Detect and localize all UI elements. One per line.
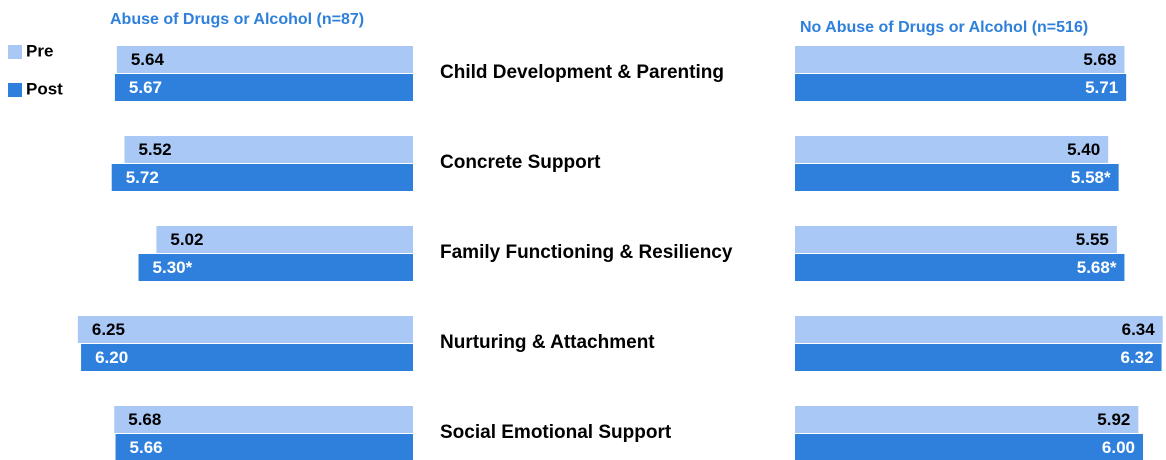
bar [114, 74, 414, 101]
bar [795, 344, 1162, 371]
value-label: 5.67 [129, 78, 162, 97]
bar [795, 164, 1119, 191]
value-label: 5.68* [1077, 258, 1117, 277]
bar [138, 254, 413, 281]
value-label: 5.68 [1083, 50, 1116, 69]
bar [795, 406, 1139, 433]
value-label: 6.32 [1120, 348, 1153, 367]
value-label: 5.64 [131, 50, 165, 69]
value-label: 5.66 [130, 438, 163, 457]
category-label: Nurturing & Attachment [440, 332, 655, 353]
value-label: 5.71 [1085, 78, 1118, 97]
value-label: 5.68 [128, 410, 161, 429]
value-label: 5.40 [1067, 140, 1100, 159]
bar [114, 406, 413, 433]
value-label: 6.25 [92, 320, 125, 339]
category-label: Family Functioning & Resiliency [440, 242, 733, 263]
bar [111, 164, 413, 191]
value-label: 5.92 [1097, 410, 1130, 429]
value-label: 5.58* [1071, 168, 1111, 187]
category-label: Child Development & Parenting [440, 62, 724, 83]
bar [795, 316, 1163, 343]
legend-swatch [8, 45, 22, 59]
bar [795, 74, 1127, 101]
value-label: 5.52 [138, 140, 171, 159]
bar [124, 136, 414, 163]
bar [795, 254, 1125, 281]
value-label: 5.02 [170, 230, 203, 249]
right-title: No Abuse of Drugs or Alcohol (n=516) [800, 19, 1088, 36]
legend-label: Post [26, 79, 63, 98]
bar [115, 434, 413, 460]
value-label: 6.20 [95, 348, 128, 367]
value-label: 5.72 [126, 168, 159, 187]
value-label: 6.34 [1122, 320, 1156, 339]
bar [81, 344, 414, 371]
category-label: Concrete Support [440, 152, 601, 173]
legend-swatch [8, 83, 22, 97]
legend-label: Pre [26, 41, 53, 60]
bar [795, 434, 1143, 460]
value-label: 5.30* [153, 258, 193, 277]
bar [795, 226, 1117, 253]
bar [156, 226, 413, 253]
bar [795, 136, 1109, 163]
category-label: Social Emotional Support [440, 422, 672, 443]
value-label: 6.00 [1102, 438, 1135, 457]
bar [77, 316, 413, 343]
bar [795, 46, 1125, 73]
value-label: 5.55 [1076, 230, 1109, 249]
bar [116, 46, 414, 73]
left-title: Abuse of Drugs or Alcohol (n=87) [110, 11, 364, 28]
